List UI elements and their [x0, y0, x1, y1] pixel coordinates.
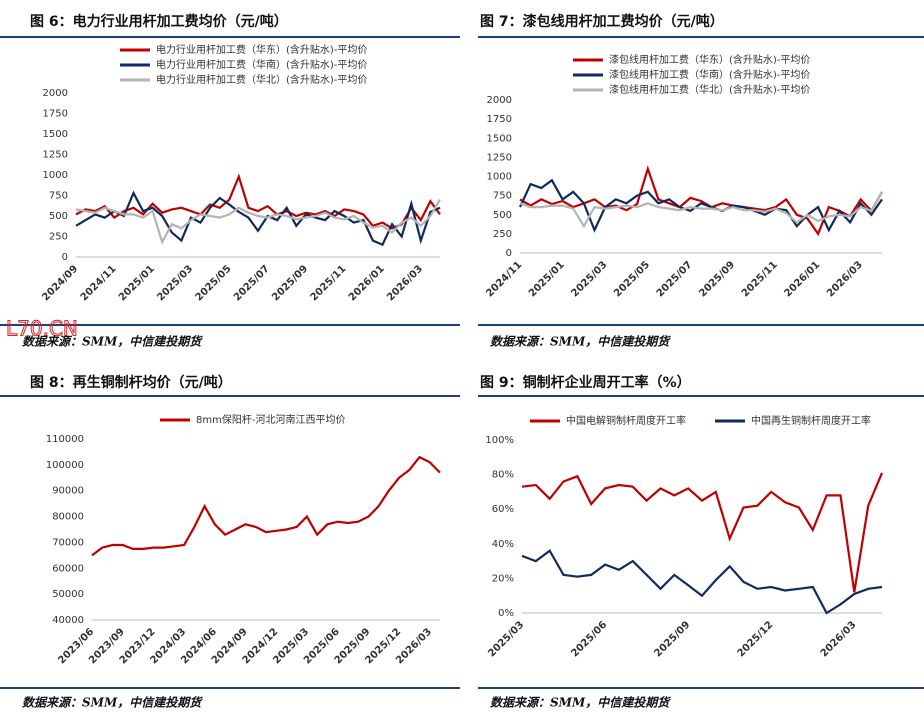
x-tick-label: 2025/03	[486, 619, 526, 659]
x-tick-label: 2025/07	[655, 259, 695, 299]
series-line	[519, 191, 883, 229]
y-tick-label: 1500	[43, 129, 68, 140]
y-tick-label: 1250	[43, 150, 68, 161]
series-line	[75, 199, 441, 246]
x-tick-label: 2026/01	[347, 263, 387, 303]
series-line	[521, 549, 883, 615]
y-tick-label: 1500	[487, 133, 512, 144]
y-tick-label: 90000	[52, 486, 84, 497]
legend-label: 电力行业用杆加工费（华北）(含升贴水)-平均价	[156, 73, 367, 86]
y-tick-label: 60%	[492, 504, 514, 515]
y-tick-label: 500	[49, 211, 68, 222]
y-tick-label: 70000	[52, 537, 84, 548]
y-tick-label: 1000	[43, 170, 68, 181]
series-line	[75, 190, 441, 247]
y-tick-label: 100000	[46, 460, 84, 471]
x-tick-label: 2026/03	[819, 619, 859, 659]
series-line	[75, 173, 441, 230]
y-tick-label: 110000	[46, 434, 84, 445]
x-tick-label: 2025/11	[740, 259, 780, 299]
x-tick-label: 2025/03	[570, 259, 610, 299]
source-note: 数据来源：SMM，中信建投期货	[22, 335, 203, 349]
y-tick-label: 40000	[52, 615, 84, 626]
y-tick-label: 1000	[487, 172, 512, 183]
x-tick-label: 2025/06	[569, 619, 609, 659]
x-tick-label: 2025/11	[309, 263, 349, 303]
y-tick-label: 0%	[498, 608, 514, 619]
series-line	[519, 178, 883, 233]
y-tick-label: 250	[493, 229, 512, 240]
x-tick-label: 2024/11	[484, 259, 524, 299]
legend-label: 漆包线用杆加工费（华南）(含升贴水)-平均价	[609, 68, 810, 81]
x-tick-label: 2025/09	[697, 259, 737, 299]
y-tick-label: 2000	[487, 95, 512, 106]
y-tick-label: 100%	[485, 435, 514, 446]
y-tick-label: 750	[493, 191, 512, 202]
source-note: 数据来源：SMM，中信建投期货	[22, 696, 203, 710]
x-tick-label: 2025/05	[194, 263, 234, 303]
legend-label: 中国电解铜制杆周度开工率	[566, 414, 686, 427]
legend-label: 漆包线用杆加工费（华北）(含升贴水)-平均价	[609, 83, 810, 96]
x-tick-label: 2025/09	[270, 263, 310, 303]
source-note: 数据来源：SMM，中信建投期货	[490, 335, 671, 349]
y-tick-label: 500	[493, 210, 512, 221]
x-tick-label: 2026/03	[825, 259, 865, 299]
series-line	[519, 165, 883, 237]
x-tick-label: 2025/01	[117, 263, 157, 303]
legend-label: 电力行业用杆加工费（华南）(含升贴水)-平均价	[156, 58, 367, 71]
x-tick-label: 2026/03	[385, 263, 425, 303]
legend-label: 8mm保阳杆-河北河南江西平均价	[196, 413, 345, 426]
legend-label: 中国再生铜制杆周度开工率	[751, 414, 871, 427]
y-tick-label: 250	[49, 232, 68, 243]
watermark: L70.CN	[6, 317, 78, 341]
y-tick-label: 2000	[43, 88, 68, 99]
y-tick-label: 40%	[492, 539, 514, 550]
figure-title: 图 7：漆包线用杆加工费均价（元/吨）	[480, 13, 724, 30]
x-tick-label: 2024/09	[40, 263, 80, 303]
y-tick-label: 0	[62, 252, 68, 263]
y-tick-label: 0	[506, 248, 512, 259]
x-tick-label: 2025/01	[527, 259, 567, 299]
x-tick-label: 2025/03	[155, 263, 195, 303]
source-note: 数据来源：SMM，中信建投期货	[490, 696, 671, 710]
x-tick-label: 2025/09	[653, 619, 693, 659]
figure-title: 图 9：铜制杆企业周开工率（%）	[480, 374, 691, 391]
y-tick-label: 80000	[52, 512, 84, 523]
y-tick-label: 50000	[52, 589, 84, 600]
series-line	[91, 455, 441, 557]
y-tick-label: 60000	[52, 563, 84, 574]
y-tick-label: 80%	[492, 470, 514, 481]
y-tick-label: 1750	[43, 109, 68, 120]
x-tick-label: 2024/11	[79, 263, 119, 303]
x-tick-label: 2025/12	[736, 619, 776, 659]
series-line	[521, 472, 884, 593]
y-tick-label: 1250	[487, 152, 512, 163]
x-tick-label: 2025/05	[612, 259, 652, 299]
figure-title: 图 6：电力行业用杆加工费均价（元/吨）	[30, 13, 288, 30]
legend-label: 漆包线用杆加工费（华东）(含升贴水)-平均价	[609, 53, 810, 66]
y-tick-label: 1750	[487, 114, 512, 125]
x-tick-label: 2025/07	[232, 263, 272, 303]
y-tick-label: 750	[49, 191, 68, 202]
figure-title: 图 8：再生铜制杆均价（元/吨）	[30, 374, 232, 391]
legend-label: 电力行业用杆加工费（华东）(含升贴水)-平均价	[156, 43, 367, 56]
y-tick-label: 20%	[492, 573, 514, 584]
x-tick-label: 2026/01	[782, 259, 822, 299]
